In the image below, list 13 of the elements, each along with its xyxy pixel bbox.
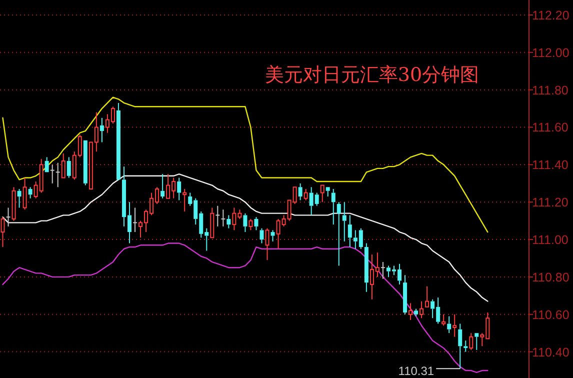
y-tick-label: 110.60 <box>532 308 570 322</box>
title: 美元对日元汇率30分钟图 <box>264 64 480 86</box>
y-tick-label: 111.00 <box>532 233 568 248</box>
y-tick-label: 111.40 <box>532 158 568 172</box>
y-tick-label: 110.40 <box>532 345 570 360</box>
y-tick-label: 112.00 <box>532 46 570 60</box>
y-tick-label: 111.80 <box>532 83 568 98</box>
y-tick-label: 110.80 <box>532 270 570 284</box>
annotation: 110.31 <box>398 364 461 378</box>
y-tick-label: 111.20 <box>532 196 568 210</box>
annotation: 110.31 <box>398 364 434 378</box>
y-tick-label: 111.60 <box>532 120 568 135</box>
y-tick-label: 112.20 <box>532 8 570 22</box>
